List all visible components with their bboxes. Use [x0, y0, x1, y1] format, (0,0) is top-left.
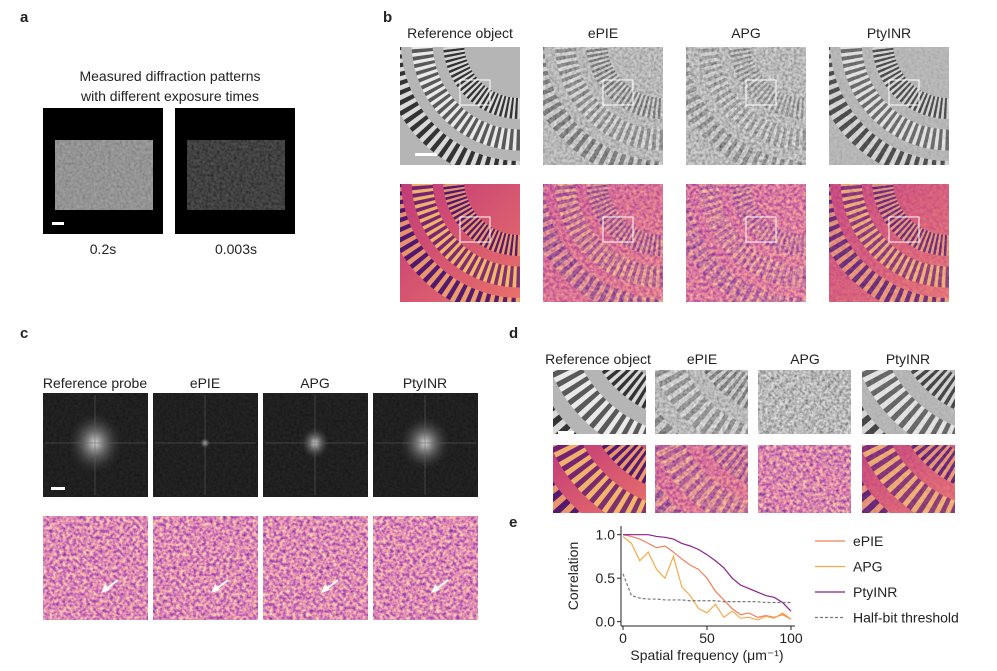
panel-label: e [509, 514, 517, 531]
scale-bar [558, 431, 574, 434]
y-tick-label: 1.0 [596, 527, 616, 543]
panel-b: b Reference object ePIE APG PtyINR [383, 0, 997, 309]
x-axis-label: Spatial frequency (μm⁻¹) [630, 647, 783, 663]
column-header: Reference object [407, 25, 513, 41]
scale-bar [51, 487, 65, 490]
column-header: APG [790, 351, 820, 367]
image [373, 516, 478, 620]
noise [543, 47, 663, 165]
column-header: ePIE [588, 25, 618, 41]
image-label: 0.003s [215, 241, 257, 257]
legend-label: ePIE [853, 533, 883, 549]
panel-c: c Reference probe ePIE APG PtyINR [20, 325, 478, 620]
scale-bar [415, 153, 437, 156]
column-header: PtyINR [403, 375, 447, 391]
stripe-ring [610, 125, 980, 495]
pattern [187, 140, 285, 210]
legend-label: Half-bit threshold [853, 610, 959, 626]
stripe-ring [817, 125, 997, 495]
column-header: PtyINR [886, 351, 930, 367]
y-axis-label: Correlation [565, 542, 581, 610]
noise [829, 47, 949, 165]
pattern [55, 140, 153, 210]
series-line [623, 535, 791, 612]
image [43, 516, 148, 620]
noise [862, 370, 955, 434]
noise [543, 184, 663, 302]
column-header: PtyINR [867, 25, 911, 41]
column-header: APG [300, 375, 330, 391]
legend-label: APG [853, 559, 883, 575]
image [713, 125, 997, 495]
caption: Measured diffraction patterns [79, 68, 260, 84]
panel-label: a [20, 9, 29, 26]
noise [655, 370, 748, 434]
panel-label: c [20, 325, 28, 342]
column-header: ePIE [190, 375, 220, 391]
y-tick-label: 0.5 [596, 570, 616, 586]
noise [829, 184, 949, 302]
stripe-ring [610, 125, 980, 495]
stripe-ring [713, 125, 997, 495]
legend-label: PtyINR [853, 584, 897, 600]
image [817, 125, 997, 495]
panel-e: e Correlation Spatial frequency (μm⁻¹) 0… [509, 514, 959, 663]
column-header: Reference probe [43, 375, 148, 391]
image [263, 516, 368, 620]
column-header: ePIE [687, 351, 717, 367]
x-tick-label: 100 [779, 630, 803, 646]
noise [686, 47, 806, 165]
image [153, 516, 258, 620]
scale-bar [52, 222, 64, 225]
image-label: 0.2s [90, 241, 116, 257]
panel-label: d [509, 325, 518, 342]
x-tick-label: 0 [619, 630, 627, 646]
x-tick-label: 50 [699, 630, 715, 646]
caption: with different exposure times [80, 88, 259, 104]
noise [655, 445, 748, 513]
panel-a: a Measured diffraction patterns with dif… [20, 9, 295, 257]
stripe-ring [817, 125, 997, 495]
noise [758, 445, 851, 513]
column-header: Reference object [545, 351, 651, 367]
panel-label: b [383, 9, 392, 26]
stripe-ring [713, 125, 997, 495]
noise [686, 184, 806, 302]
image [508, 125, 878, 495]
noise [862, 445, 955, 513]
image [610, 125, 980, 495]
stripe-ring [508, 125, 878, 495]
stripe-ring [508, 125, 878, 495]
column-header: APG [731, 25, 761, 41]
noise [758, 370, 851, 434]
series-line [623, 535, 791, 619]
y-tick-label: 0.0 [596, 614, 616, 630]
